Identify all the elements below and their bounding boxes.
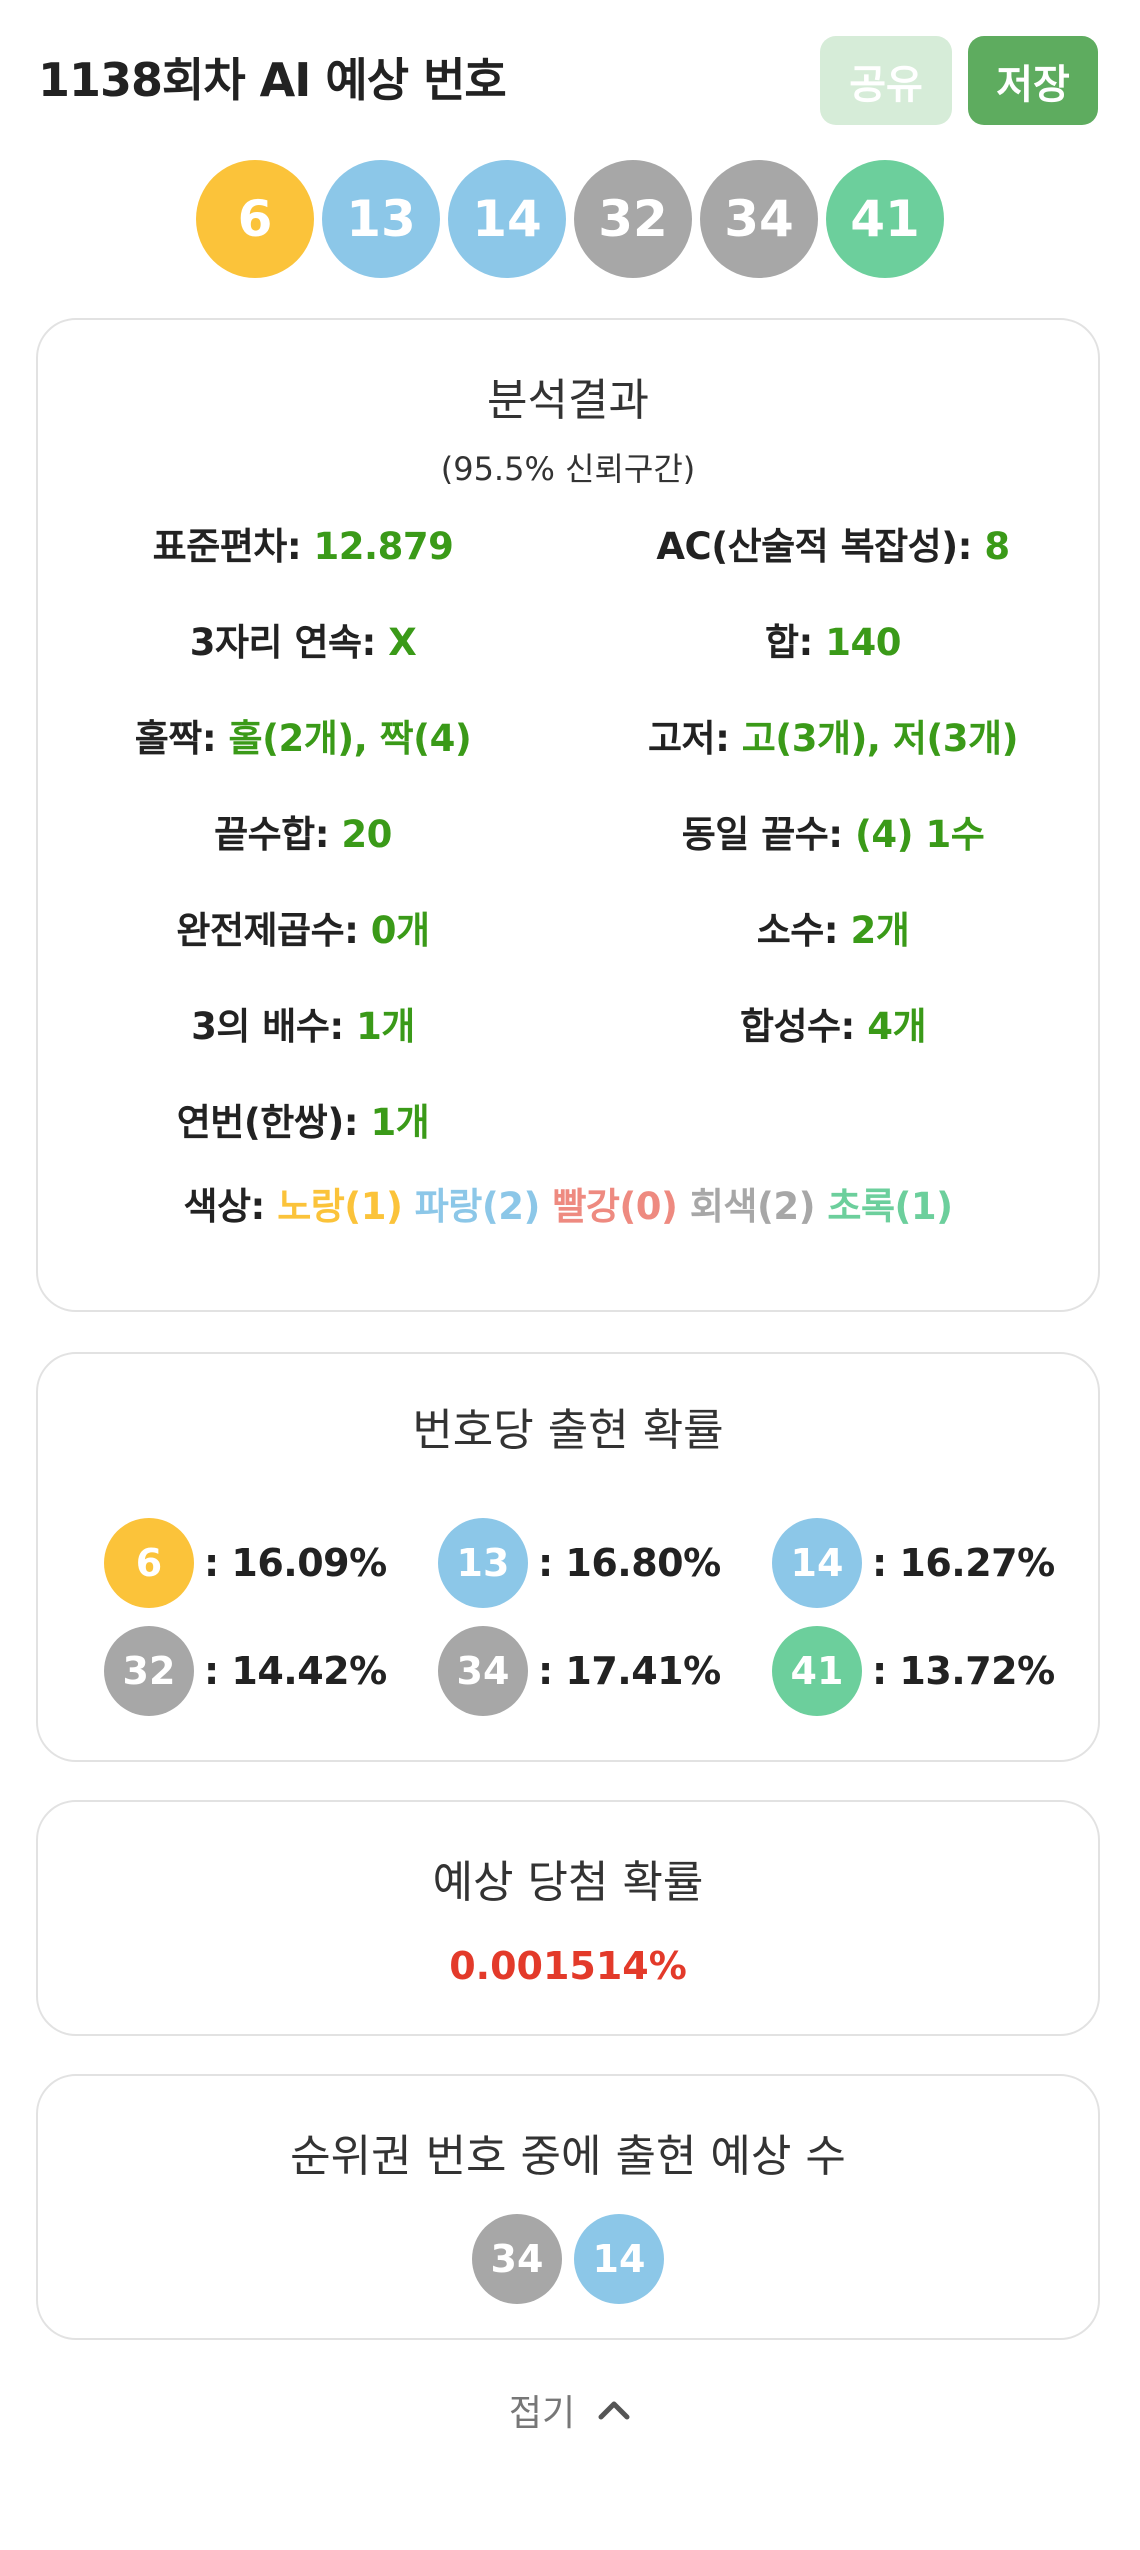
color-yellow-count: 노랑(1) bbox=[277, 1185, 403, 1228]
fold-toggle[interactable]: 접기 bbox=[0, 2384, 1140, 2436]
stat-perfect-square: 완전제곱수: 0개 bbox=[176, 909, 430, 952]
number-ball: 34 bbox=[700, 160, 818, 278]
ranked-numbers: 34 14 bbox=[38, 2214, 1098, 2304]
probability-value: : 16.09% bbox=[204, 1541, 387, 1585]
probability-item: 6 : 16.09% bbox=[104, 1518, 434, 1608]
probability-value: : 16.27% bbox=[872, 1541, 1055, 1585]
probability-value: : 17.41% bbox=[538, 1649, 721, 1693]
probability-card: 번호당 출현 확률 6 : 16.09% 13 : 16.80% 14 : 16… bbox=[36, 1352, 1100, 1762]
ranked-numbers-title: 순위권 번호 중에 출현 예상 수 bbox=[290, 2131, 846, 2182]
number-ball: 41 bbox=[826, 160, 944, 278]
fold-label: 접기 bbox=[508, 2393, 576, 2434]
analysis-subtitle: (95.5% 신뢰구간) bbox=[440, 450, 696, 488]
number-ball: 32 bbox=[574, 160, 692, 278]
stat-last-digit-sum: 끝수합: 20 bbox=[214, 813, 392, 856]
stat-composite: 합성수: 4개 bbox=[739, 1005, 927, 1048]
stat-high-low: 고저: 고(3개), 저(3개) bbox=[647, 717, 1019, 760]
analysis-card: 분석결과 (95.5% 신뢰구간) 표준편차: 12.879 AC(산술적 복잡… bbox=[36, 318, 1100, 1312]
probability-item: 14 : 16.27% bbox=[772, 1518, 1102, 1608]
ranked-numbers-card: 순위권 번호 중에 출현 예상 수 34 14 bbox=[36, 2074, 1100, 2340]
stat-multiple-of-three: 3의 배수: 1개 bbox=[191, 1005, 415, 1048]
number-ball: 34 bbox=[472, 2214, 562, 2304]
stat-same-last-digit: 동일 끝수: (4) 1수 bbox=[681, 813, 985, 856]
stat-colors: 색상: 노랑(1) 파랑(2) 빨강(0) 회색(2) 초록(1) bbox=[183, 1185, 953, 1228]
probability-item: 41 : 13.72% bbox=[772, 1626, 1102, 1716]
share-button[interactable]: 공유 bbox=[820, 36, 952, 125]
header: 1138회차 AI 예상 번호 공유 저장 bbox=[0, 0, 1140, 150]
probability-value: : 13.72% bbox=[872, 1649, 1055, 1693]
number-ball: 13 bbox=[438, 1518, 528, 1608]
number-ball: 34 bbox=[438, 1626, 528, 1716]
stat-prime: 소수: 2개 bbox=[756, 909, 910, 952]
win-probability-card: 예상 당첨 확률 0.001514% bbox=[36, 1800, 1100, 2036]
save-button[interactable]: 저장 bbox=[968, 36, 1098, 125]
analysis-stats: 표준편차: 12.879 AC(산술적 복잡성): 8 3자리 연속: X 합:… bbox=[38, 516, 1098, 1188]
probability-item: 13 : 16.80% bbox=[438, 1518, 768, 1608]
probability-title: 번호당 출현 확률 bbox=[412, 1405, 724, 1456]
stat-ac: AC(산술적 복잡성): 8 bbox=[656, 525, 1010, 568]
probability-item: 32 : 14.42% bbox=[104, 1626, 434, 1716]
number-ball: 14 bbox=[448, 160, 566, 278]
color-blue-count: 파랑(2) bbox=[414, 1185, 541, 1228]
probability-item: 34 : 17.41% bbox=[438, 1626, 768, 1716]
stat-three-consecutive: 3자리 연속: X bbox=[189, 621, 417, 664]
number-ball: 41 bbox=[772, 1626, 862, 1716]
color-gray-count: 회색(2) bbox=[689, 1185, 816, 1228]
number-ball: 6 bbox=[104, 1518, 194, 1608]
stat-sum: 합: 140 bbox=[765, 621, 901, 664]
stat-std-dev: 표준편차: 12.879 bbox=[152, 525, 454, 568]
number-ball: 6 bbox=[196, 160, 314, 278]
probability-value: : 16.80% bbox=[538, 1541, 721, 1585]
color-red-count: 빨강(0) bbox=[552, 1185, 678, 1228]
page-title: 1138회차 AI 예상 번호 bbox=[38, 53, 507, 107]
number-ball: 13 bbox=[322, 160, 440, 278]
number-ball: 14 bbox=[574, 2214, 664, 2304]
stat-odd-even: 홀짝: 홀(2개), 짝(4) bbox=[134, 717, 472, 760]
predicted-numbers: 6 13 14 32 34 41 bbox=[0, 160, 1140, 278]
analysis-title: 분석결과 bbox=[487, 375, 649, 426]
number-ball: 14 bbox=[772, 1518, 862, 1608]
stat-consecutive-pair: 연번(한쌍): 1개 bbox=[176, 1101, 430, 1144]
probability-value: : 14.42% bbox=[204, 1649, 387, 1693]
number-ball: 32 bbox=[104, 1626, 194, 1716]
win-probability-value: 0.001514% bbox=[449, 1944, 687, 1988]
color-green-count: 초록(1) bbox=[827, 1185, 953, 1228]
chevron-up-icon bbox=[597, 2399, 631, 2421]
win-probability-title: 예상 당첨 확률 bbox=[432, 1857, 704, 1908]
